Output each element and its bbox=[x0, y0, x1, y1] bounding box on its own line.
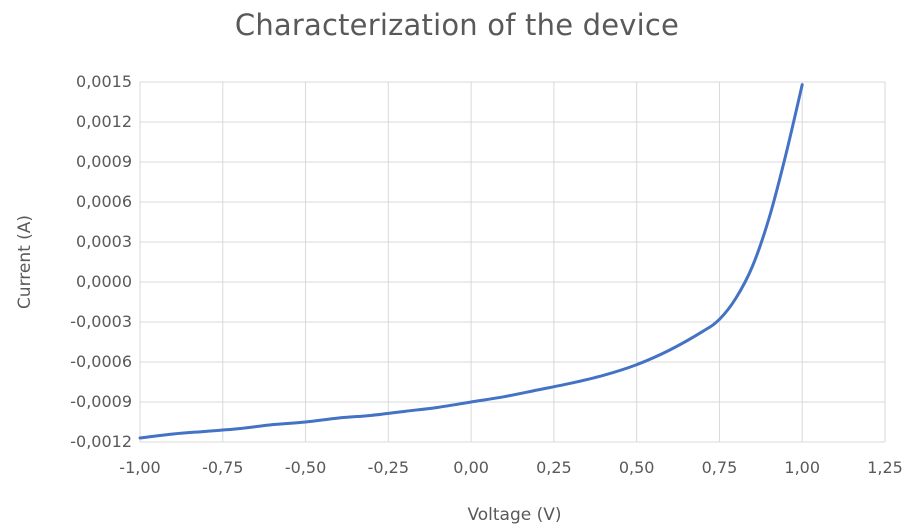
y-tick-label: 0,0000 bbox=[76, 272, 132, 291]
x-tick-label: 0,00 bbox=[453, 458, 489, 477]
chart-title: Characterization of the device bbox=[234, 8, 680, 42]
y-tick-label: 0,0015 bbox=[76, 72, 132, 91]
x-tick-label: 0,75 bbox=[702, 458, 738, 477]
series-line bbox=[138, 83, 804, 440]
y-tick-label: 0,0006 bbox=[76, 192, 132, 211]
y-tick-label: -0,0006 bbox=[70, 352, 132, 371]
gridlines bbox=[139, 81, 886, 443]
y-tick-label: 0,0003 bbox=[76, 232, 132, 251]
x-axis-title: Voltage (V) bbox=[467, 505, 561, 525]
x-tick-label: -0,50 bbox=[285, 458, 326, 477]
y-tick-label: 0,0009 bbox=[76, 152, 132, 171]
y-tick-label: -0,0003 bbox=[70, 312, 132, 331]
x-tick-label: 1,00 bbox=[784, 458, 820, 477]
y-tick-label: -0,0009 bbox=[70, 392, 132, 411]
x-tick-label: -0,75 bbox=[202, 458, 243, 477]
x-tick-label: 0,25 bbox=[536, 458, 572, 477]
x-tick-labels: -1,00 -0,75 -0,50 -0,25 0,00 0,25 0,50 0,75 1,00… bbox=[119, 458, 903, 477]
series-layer bbox=[138, 83, 804, 440]
y-tick-labels: 0,0015 0,0012 0,0009 0,0006 0,0003 0,0000 -0,0… bbox=[70, 72, 132, 451]
y-tick-label: 0,0012 bbox=[76, 112, 132, 131]
y-tick-label: -0,0012 bbox=[70, 432, 132, 451]
x-tick-label: 1,25 bbox=[867, 458, 903, 477]
x-tick-label: -1,00 bbox=[119, 458, 160, 477]
y-axis-title: Current (A) bbox=[15, 215, 35, 309]
x-tick-label: -0,25 bbox=[368, 458, 409, 477]
x-tick-label: 0,50 bbox=[619, 458, 655, 477]
